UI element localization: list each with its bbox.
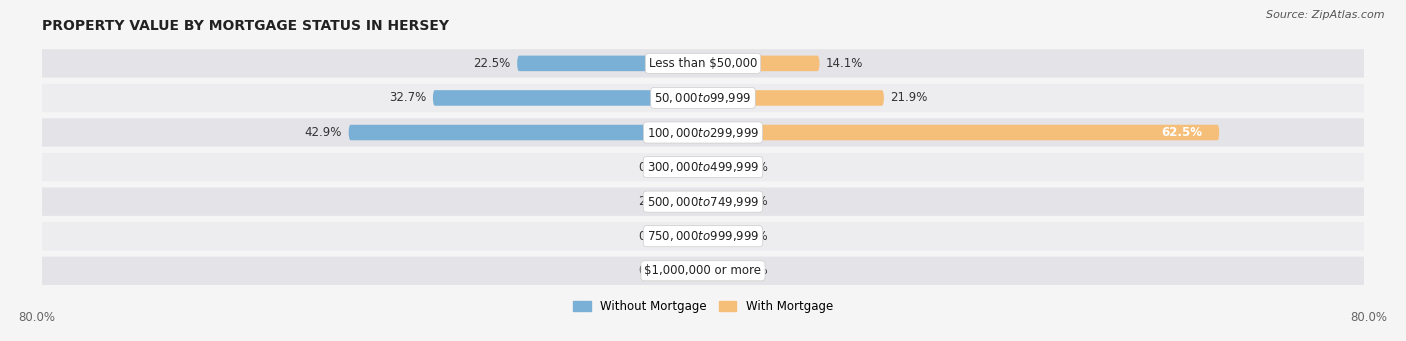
Text: 0.0%: 0.0%: [638, 264, 668, 277]
Text: 21.9%: 21.9%: [890, 91, 928, 104]
Text: Source: ZipAtlas.com: Source: ZipAtlas.com: [1267, 10, 1385, 20]
Text: 32.7%: 32.7%: [389, 91, 426, 104]
FancyBboxPatch shape: [703, 159, 733, 175]
Text: 2.0%: 2.0%: [638, 195, 668, 208]
Text: 1.6%: 1.6%: [738, 161, 769, 174]
Text: $500,000 to $749,999: $500,000 to $749,999: [647, 195, 759, 209]
FancyBboxPatch shape: [25, 222, 1381, 250]
Legend: Without Mortgage, With Mortgage: Without Mortgage, With Mortgage: [568, 295, 838, 317]
Text: 14.1%: 14.1%: [827, 57, 863, 70]
Text: $300,000 to $499,999: $300,000 to $499,999: [647, 160, 759, 174]
Text: 0.0%: 0.0%: [638, 230, 668, 243]
Text: Less than $50,000: Less than $50,000: [648, 57, 758, 70]
FancyBboxPatch shape: [703, 194, 733, 209]
FancyBboxPatch shape: [349, 125, 703, 140]
FancyBboxPatch shape: [673, 194, 703, 209]
Text: 42.9%: 42.9%: [305, 126, 342, 139]
Text: 80.0%: 80.0%: [18, 311, 55, 324]
Text: 0.0%: 0.0%: [638, 161, 668, 174]
FancyBboxPatch shape: [673, 228, 703, 244]
Text: 22.5%: 22.5%: [474, 57, 510, 70]
Text: 80.0%: 80.0%: [1351, 311, 1388, 324]
FancyBboxPatch shape: [25, 257, 1381, 285]
Text: 62.5%: 62.5%: [1161, 126, 1202, 139]
Text: $750,000 to $999,999: $750,000 to $999,999: [647, 229, 759, 243]
FancyBboxPatch shape: [703, 56, 820, 71]
FancyBboxPatch shape: [703, 90, 884, 106]
FancyBboxPatch shape: [703, 228, 733, 244]
Text: 0.0%: 0.0%: [738, 195, 768, 208]
Text: 0.0%: 0.0%: [738, 230, 768, 243]
FancyBboxPatch shape: [25, 84, 1381, 112]
FancyBboxPatch shape: [703, 263, 733, 279]
Text: $1,000,000 or more: $1,000,000 or more: [644, 264, 762, 277]
Text: PROPERTY VALUE BY MORTGAGE STATUS IN HERSEY: PROPERTY VALUE BY MORTGAGE STATUS IN HER…: [42, 19, 449, 33]
FancyBboxPatch shape: [25, 118, 1381, 147]
FancyBboxPatch shape: [25, 188, 1381, 216]
FancyBboxPatch shape: [433, 90, 703, 106]
Text: $50,000 to $99,999: $50,000 to $99,999: [654, 91, 752, 105]
FancyBboxPatch shape: [25, 153, 1381, 181]
FancyBboxPatch shape: [673, 159, 703, 175]
FancyBboxPatch shape: [703, 125, 1219, 140]
FancyBboxPatch shape: [25, 49, 1381, 77]
Text: 0.0%: 0.0%: [738, 264, 768, 277]
Text: $100,000 to $299,999: $100,000 to $299,999: [647, 125, 759, 139]
FancyBboxPatch shape: [517, 56, 703, 71]
FancyBboxPatch shape: [673, 263, 703, 279]
